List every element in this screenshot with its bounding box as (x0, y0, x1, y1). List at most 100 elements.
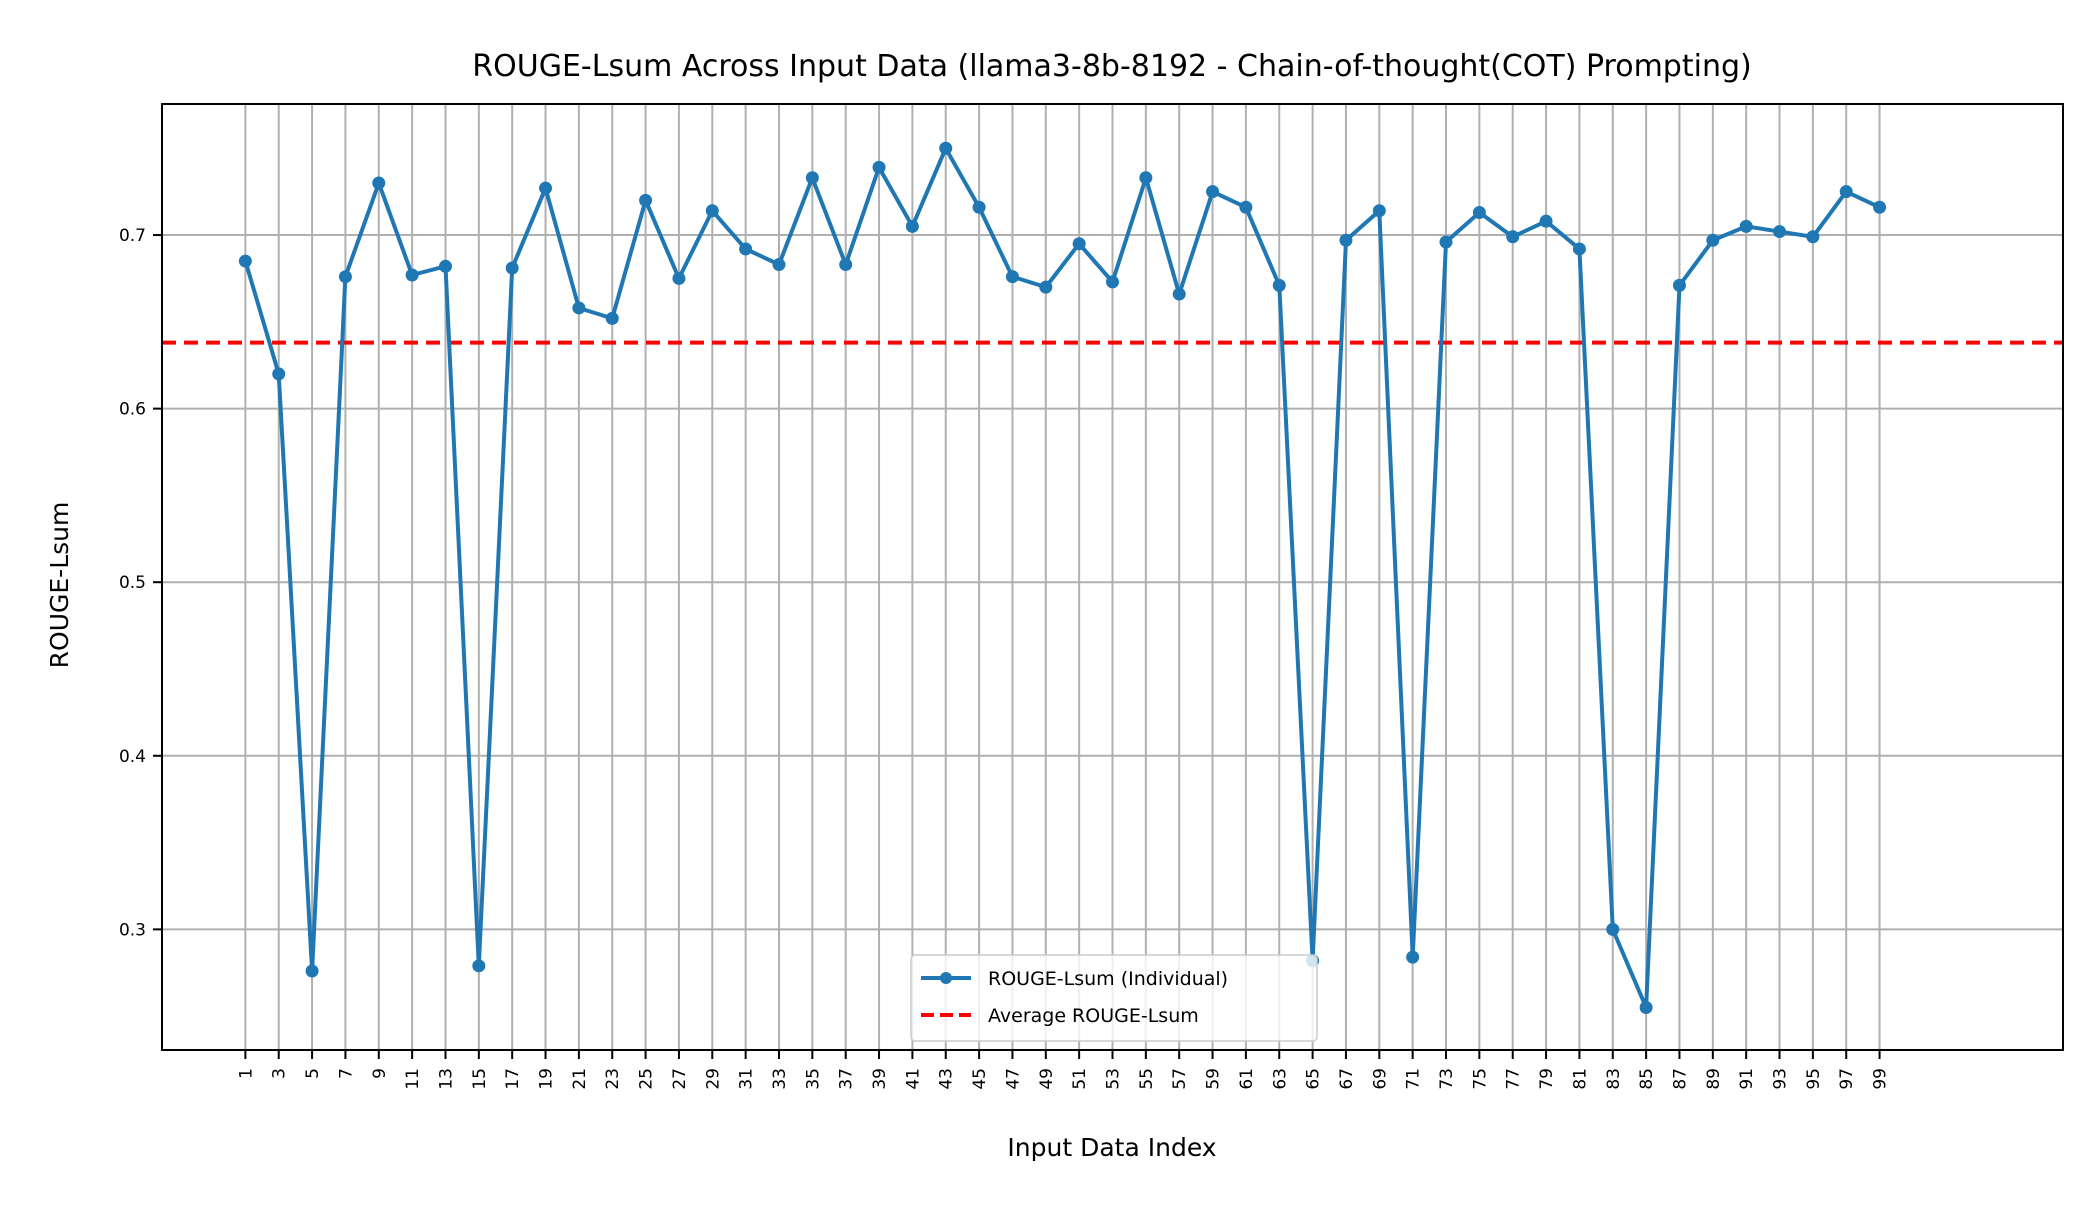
data-point (1072, 237, 1086, 251)
legend-box (910, 954, 1318, 1042)
x-tick-label: 9 (370, 1068, 390, 1079)
data-point (1672, 278, 1686, 292)
series-line (243, 146, 1881, 1010)
data-point (1572, 242, 1586, 256)
data-point (939, 141, 953, 155)
x-tick-label: 21 (570, 1068, 590, 1090)
x-tick-label: 69 (1370, 1068, 1390, 1090)
x-tick-label: 55 (1137, 1068, 1157, 1090)
x-tick-label: 49 (1037, 1068, 1057, 1090)
x-tick-label: 81 (1570, 1068, 1590, 1090)
x-tick-label: 25 (637, 1068, 657, 1090)
data-point (672, 271, 686, 285)
data-point (705, 204, 719, 218)
data-point (238, 254, 252, 268)
x-tick-label: 45 (970, 1068, 990, 1090)
data-point (1773, 225, 1787, 239)
x-tick-label: 47 (1003, 1068, 1023, 1090)
data-point (472, 959, 486, 973)
legend: ROUGE-Lsum (Individual) Average ROUGE-Ls… (910, 954, 1318, 1042)
x-tick-label: 67 (1337, 1068, 1357, 1090)
data-point (1272, 278, 1286, 292)
x-tick-label: 5 (303, 1068, 323, 1079)
data-point (639, 193, 653, 207)
data-point (372, 176, 386, 190)
data-point (438, 259, 452, 273)
data-point (1506, 230, 1520, 244)
x-tick-label: 11 (403, 1068, 423, 1090)
x-tick-label: 65 (1304, 1068, 1324, 1090)
data-point (739, 242, 753, 256)
data-point (1172, 287, 1186, 301)
data-point (1739, 219, 1753, 233)
x-tick-label: 87 (1670, 1068, 1690, 1090)
x-tick-label: 33 (770, 1068, 790, 1090)
data-point (272, 367, 286, 381)
data-point (1239, 200, 1253, 214)
x-tick-label: 57 (1170, 1068, 1190, 1090)
x-tick-label: 17 (503, 1068, 523, 1090)
y-axis-ticks: 0.3 0.4 0.5 0.6 0.7 (119, 226, 162, 940)
x-tick-label: 15 (470, 1068, 490, 1090)
x-tick-label: 7 (336, 1068, 356, 1079)
x-axis-label: Input Data Index (1007, 1133, 1216, 1162)
data-point (1406, 950, 1420, 964)
individual-series (243, 146, 1881, 1010)
y-tick-label: 0.3 (119, 920, 146, 940)
data-point (1539, 214, 1553, 228)
data-point (1372, 204, 1386, 218)
x-tick-label: 73 (1437, 1068, 1457, 1090)
data-point (1139, 171, 1153, 185)
data-point (1472, 205, 1486, 219)
data-point (1106, 275, 1119, 289)
data-point (1806, 230, 1820, 244)
data-point (1639, 1000, 1653, 1014)
data-point (1439, 235, 1453, 249)
x-tick-label: 61 (1237, 1068, 1257, 1090)
x-tick-label: 19 (537, 1068, 557, 1090)
data-point (572, 301, 586, 315)
x-tick-label: 77 (1504, 1068, 1524, 1090)
y-tick-label: 0.6 (119, 400, 146, 420)
x-tick-label: 51 (1070, 1068, 1090, 1090)
data-point (805, 171, 819, 185)
x-tick-label: 31 (737, 1068, 757, 1090)
data-point (1606, 922, 1620, 936)
x-tick-label: 1 (236, 1068, 256, 1079)
y-axis-label: ROUGE-Lsum (45, 502, 74, 669)
chart-title: ROUGE-Lsum Across Input Data (llama3-8b-… (472, 49, 1751, 84)
data-point (1039, 280, 1053, 294)
x-tick-label: 63 (1270, 1068, 1290, 1090)
x-tick-label: 99 (1871, 1068, 1891, 1090)
data-point (1339, 233, 1353, 247)
data-point (505, 261, 519, 275)
x-tick-label: 59 (1204, 1068, 1224, 1090)
x-tick-label: 43 (937, 1068, 957, 1090)
y-tick-label: 0.7 (119, 226, 146, 246)
x-tick-label: 71 (1404, 1068, 1424, 1090)
x-tick-label: 79 (1537, 1068, 1557, 1090)
x-tick-label: 39 (870, 1068, 890, 1090)
legend-entry-average: Average ROUGE-Lsum (988, 1005, 1199, 1027)
x-tick-label: 75 (1470, 1068, 1490, 1090)
x-tick-label: 85 (1637, 1068, 1657, 1090)
data-point (872, 160, 886, 174)
data-point (1873, 200, 1887, 214)
y-tick-label: 0.4 (119, 747, 146, 767)
data-point (1206, 185, 1220, 199)
x-tick-label: 3 (270, 1068, 290, 1079)
data-point (839, 258, 853, 272)
x-tick-label: 89 (1704, 1068, 1724, 1090)
y-grid (162, 234, 2063, 931)
data-point (405, 268, 419, 282)
y-tick-label: 0.5 (119, 573, 146, 593)
data-point (972, 200, 986, 214)
x-tick-label: 37 (837, 1068, 857, 1090)
data-point (1839, 185, 1853, 199)
data-point (605, 311, 619, 325)
x-tick-label: 27 (670, 1068, 690, 1090)
x-tick-label: 41 (903, 1068, 923, 1090)
x-tick-label: 83 (1604, 1068, 1624, 1090)
